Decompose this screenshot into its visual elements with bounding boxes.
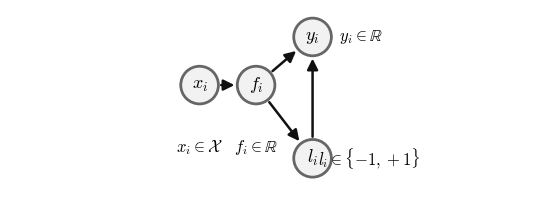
Circle shape <box>237 66 275 104</box>
Circle shape <box>181 66 218 104</box>
Text: $f_i \in \mathbb{R}$: $f_i \in \mathbb{R}$ <box>234 138 278 157</box>
Text: $y_i \in \mathbb{R}$: $y_i \in \mathbb{R}$ <box>339 28 382 46</box>
Text: $y_i$: $y_i$ <box>305 28 320 46</box>
Text: $l_i$: $l_i$ <box>307 148 318 168</box>
Text: $l_i \in \{-1,+1\}$: $l_i \in \{-1,+1\}$ <box>318 146 420 171</box>
Text: $f_i$: $f_i$ <box>249 75 263 95</box>
Text: $x_i \in \mathcal{X}$: $x_i \in \mathcal{X}$ <box>176 138 223 157</box>
Circle shape <box>294 139 331 177</box>
Text: $x_i$: $x_i$ <box>192 76 208 94</box>
Circle shape <box>294 18 331 56</box>
